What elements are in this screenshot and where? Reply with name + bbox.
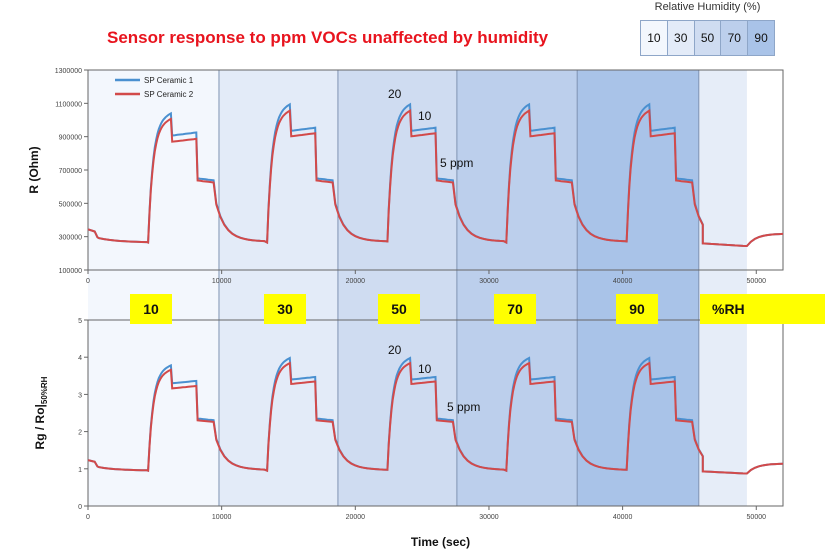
x-tick-label: 20000: [346, 514, 366, 521]
humidity-level-70: 70: [721, 21, 749, 55]
humidity-level-50: 50: [694, 21, 722, 55]
panel-2: 0 1 2 3 4 5 0 10000 20000 30000 40000 50000 Rg / Ro|…: [33, 318, 784, 549]
y-axis-title: R (Ohm): [27, 146, 41, 193]
humidity-level-90: 90: [748, 21, 774, 55]
series-line-1: [87, 356, 784, 475]
annotation-label: 10: [418, 109, 432, 123]
series-line-2: [87, 108, 784, 248]
y-tick-label: 1100000: [55, 101, 82, 108]
humidity-legend: Relative Humidity (%) 10 30 50 70 90: [640, 0, 775, 56]
humidity-legend-title: Relative Humidity (%): [654, 1, 761, 13]
plot-frame: [87, 319, 784, 507]
x-tick-label: 40000: [613, 514, 633, 521]
x-axis-title: Time (sec): [411, 535, 470, 549]
y-tick-label: 0: [78, 504, 82, 511]
legend-entry-2: SP Ceramic 2: [144, 90, 194, 99]
x-tick-label: 0: [86, 278, 90, 285]
humidity-level-10: 10: [641, 21, 668, 55]
x-tick-label: 30000: [479, 514, 499, 521]
band-label-70: 70: [494, 294, 536, 324]
annotation-label: 10: [418, 362, 432, 376]
series-line-2: [87, 361, 784, 475]
x-tick-label: 40000: [613, 278, 633, 285]
x-tick-label: 50000: [747, 278, 767, 285]
humidity-band-2: [337, 70, 457, 506]
y-tick-label: 700000: [59, 168, 82, 175]
y-tick-label: 100000: [59, 268, 82, 275]
band-label-10: 10: [130, 294, 172, 324]
x-tick-label: 20000: [346, 278, 366, 285]
humidity-legend-boxes: 10 30 50 70 90: [640, 20, 775, 56]
panel-1: 1000003000005000007000009000001100000130…: [27, 68, 784, 285]
humidity-band-0: [88, 70, 219, 506]
y-tick-label: 2: [78, 430, 82, 437]
chart-title: Sensor response to ppm VOCs unaffected b…: [107, 28, 549, 47]
y-tick-label: 500000: [59, 201, 82, 208]
annotation-label: 20: [388, 343, 402, 357]
series-line-1: [87, 102, 784, 248]
y-tick-label: 4: [78, 355, 82, 362]
x-tick-label: 30000: [479, 278, 499, 285]
y-tick-label: 300000: [59, 235, 82, 242]
y-tick-label: 5: [78, 318, 82, 325]
x-tick-label: 0: [86, 514, 90, 521]
annotation-label: 5 ppm: [440, 156, 473, 170]
y-axis-title: Rg / Ro|50%RH: [33, 376, 49, 449]
band-label-90: 90: [616, 294, 658, 324]
y-tick-label: 1300000: [55, 68, 82, 75]
y-tick-label: 900000: [59, 135, 82, 142]
y-tick-label: 1: [78, 467, 82, 474]
annotation-label: 5 ppm: [447, 400, 480, 414]
humidity-level-30: 30: [667, 21, 695, 55]
annotation-label: 20: [388, 87, 402, 101]
legend-entry-1: SP Ceramic 1: [144, 76, 194, 85]
x-tick-label: 50000: [747, 514, 767, 521]
band-label-pct-RH: %RH: [700, 294, 825, 324]
humidity-band-5: [698, 70, 747, 506]
humidity-band-4: [577, 70, 699, 506]
band-label-50: 50: [378, 294, 420, 324]
x-tick-label: 10000: [212, 278, 232, 285]
x-tick-label: 10000: [212, 514, 232, 521]
band-label-30: 30: [264, 294, 306, 324]
humidity-band-1: [218, 70, 338, 506]
humidity-band-3: [456, 70, 578, 506]
y-tick-label: 3: [78, 392, 82, 399]
